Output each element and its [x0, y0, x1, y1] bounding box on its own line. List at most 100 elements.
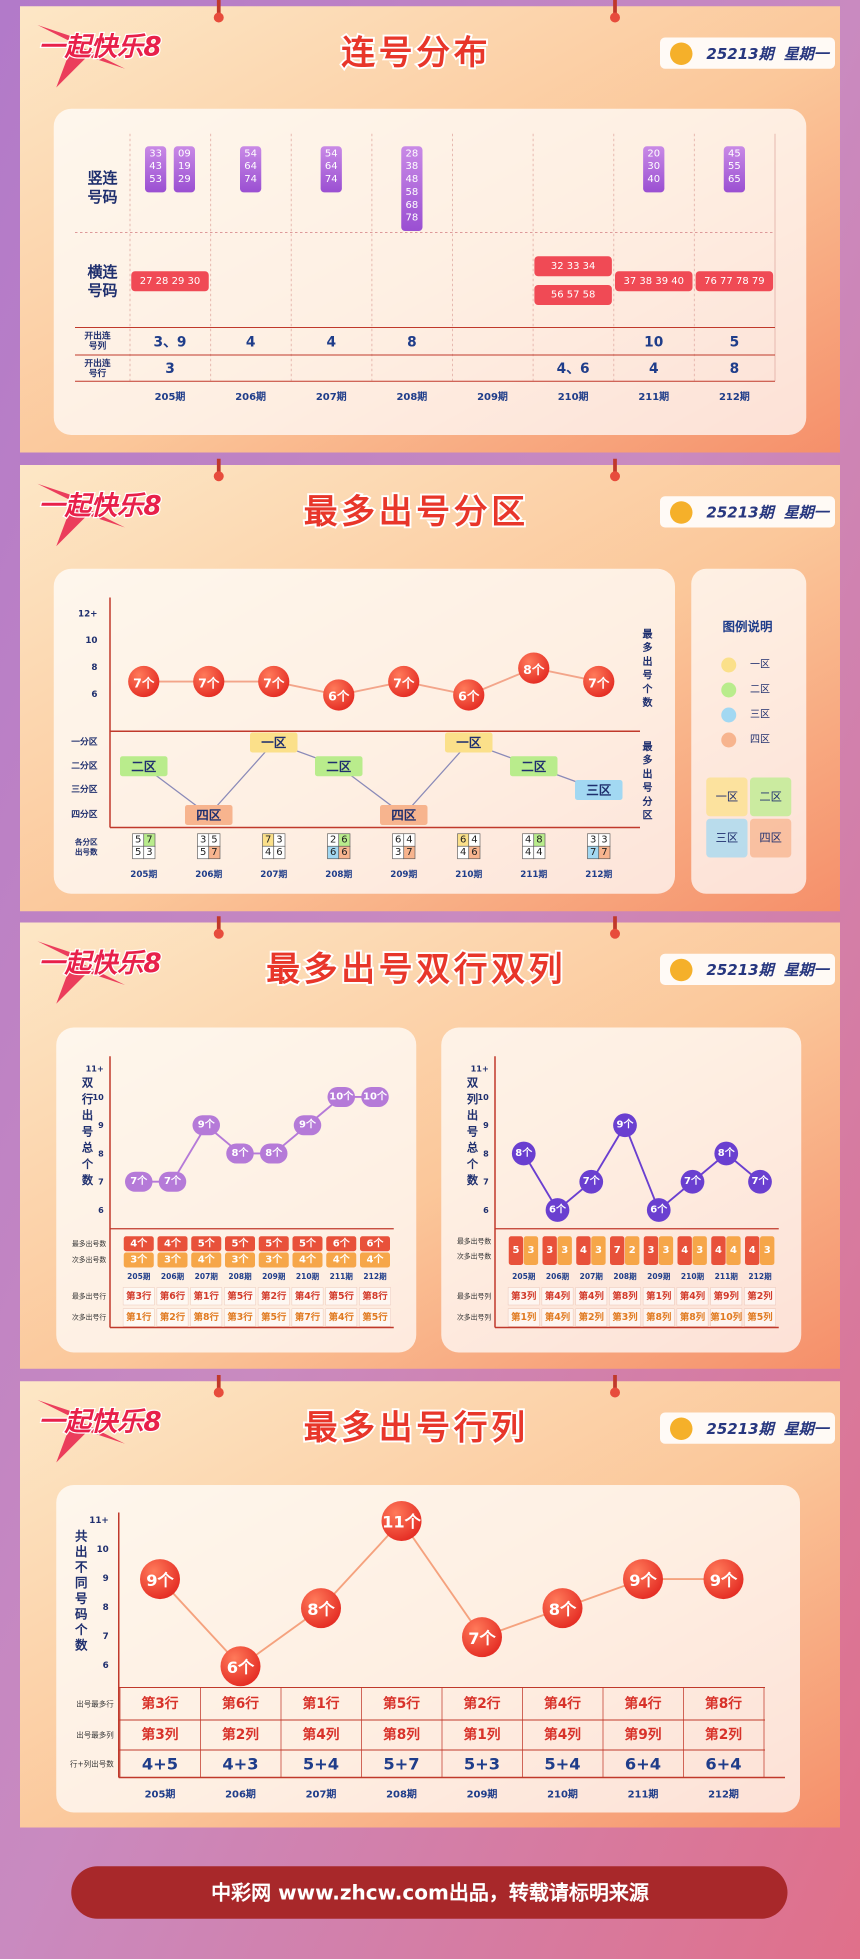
legend-label: 三区: [750, 709, 770, 721]
point-label: 10个: [363, 1089, 388, 1102]
point: [748, 1169, 772, 1194]
table-value: 5个: [198, 1236, 216, 1249]
panel: [441, 1027, 802, 1353]
zone-box: [185, 805, 233, 825]
table-cell: [257, 1287, 290, 1306]
y-tick-label: 9: [483, 1120, 489, 1130]
legend-box-label: 三区: [716, 832, 739, 845]
table-cell: [625, 1236, 640, 1265]
vertical-number: 78: [406, 213, 419, 224]
section-title: 最多出号行列: [304, 1408, 529, 1447]
table-cell: [541, 1308, 574, 1327]
vertical-number: 65: [728, 174, 741, 185]
table-value: 第2列: [705, 1726, 742, 1743]
table-value: 3个: [232, 1253, 250, 1266]
table-value: 4个: [130, 1236, 148, 1249]
table-value: 6+4: [625, 1754, 661, 1773]
period-label: 208期: [396, 390, 427, 403]
table-value: 第10列: [710, 1311, 742, 1323]
row-label: 最多出号数: [72, 1239, 106, 1248]
point: [258, 665, 290, 698]
table-cell: [157, 1236, 188, 1252]
zone-box: [250, 732, 298, 753]
table-value: 第4行: [624, 1695, 661, 1712]
point: [623, 1559, 663, 1600]
count-value: 4: [265, 847, 271, 858]
table-value: 3: [662, 1245, 669, 1256]
period-label: 211期: [520, 868, 547, 880]
table-cell: [123, 1252, 154, 1268]
table-cell: [610, 1236, 625, 1265]
table-value: 第3列: [511, 1290, 536, 1302]
count-value: 5: [211, 835, 217, 846]
point-label: 7个: [752, 1174, 770, 1187]
point: [158, 1171, 187, 1192]
vertical-number: 74: [244, 174, 257, 185]
point-label: 11个: [382, 1513, 422, 1532]
period-label: 206期: [235, 390, 266, 403]
period-label: 208期: [228, 1271, 252, 1281]
period-label: 206期: [546, 1271, 570, 1281]
period-label: 209期: [262, 1271, 286, 1281]
weekday: 星期一: [784, 961, 831, 979]
point: [220, 1646, 261, 1687]
point: [714, 1141, 739, 1166]
vertical-number: 45: [728, 148, 741, 159]
table-value: 4: [715, 1245, 722, 1256]
period-label: 205期: [512, 1271, 536, 1281]
table-value: 第5行: [362, 1311, 388, 1323]
period-label: 209期: [647, 1271, 671, 1281]
y-tick-label: 8: [98, 1148, 104, 1158]
table-value: 第5行: [329, 1290, 355, 1302]
count-value: 4: [406, 835, 412, 846]
table-value: 第4列: [544, 1726, 581, 1743]
table-value: 第1列: [646, 1290, 671, 1302]
period-label: 212期: [748, 1271, 772, 1281]
table-cell: [744, 1287, 776, 1306]
table-value: 第8列: [680, 1311, 705, 1323]
legend-swatch: [721, 657, 737, 673]
period-label: 211期: [330, 1271, 354, 1281]
table-value: 4: [681, 1245, 688, 1256]
table-cell: [677, 1236, 692, 1265]
table-cell: [710, 1308, 743, 1327]
point-label: 7个: [164, 1174, 182, 1187]
table-value: 第3行: [227, 1311, 253, 1323]
hanger-pin: [610, 1387, 620, 1398]
point: [193, 665, 225, 698]
table-value: 第4列: [680, 1290, 705, 1302]
point-label: 8个: [549, 1600, 577, 1619]
vertical-group: [643, 146, 665, 193]
table-value: 6个: [333, 1236, 351, 1249]
table-value: 第5行: [261, 1311, 287, 1323]
period-label: 207期: [316, 390, 347, 403]
point-label: 8个: [718, 1146, 736, 1159]
table-value: 第8列: [612, 1290, 637, 1302]
period-label: 209期: [467, 1788, 498, 1801]
count-value: 5: [135, 835, 141, 846]
horizontal-group: [695, 271, 774, 292]
y-tick-label: 6: [483, 1205, 489, 1215]
table-value: 第8行: [362, 1290, 388, 1302]
period-label: 206期: [161, 1271, 185, 1281]
table-value: 3: [764, 1245, 771, 1256]
zone-label: 一区: [456, 735, 482, 750]
point-label: 9个: [146, 1571, 174, 1590]
point-label: 7个: [588, 675, 610, 690]
table-cell: [642, 1287, 675, 1306]
legend-box: [750, 818, 792, 858]
count-cell: [208, 845, 221, 860]
table-cell: [609, 1308, 641, 1327]
period-label: 210期: [296, 1271, 320, 1281]
vertical-number: 74: [325, 174, 338, 185]
table-cell: [710, 1287, 743, 1306]
table-cell: [325, 1308, 358, 1327]
count-value: 3: [395, 847, 401, 858]
y-tick-label: 7: [98, 1177, 104, 1187]
period-label: 210期: [547, 1788, 578, 1801]
point-label: 9个: [617, 1118, 635, 1131]
zone-label: 四区: [196, 808, 222, 823]
zone-box: [510, 756, 558, 777]
table-value: 第7行: [295, 1311, 321, 1323]
table-value: 第2列: [747, 1290, 772, 1302]
